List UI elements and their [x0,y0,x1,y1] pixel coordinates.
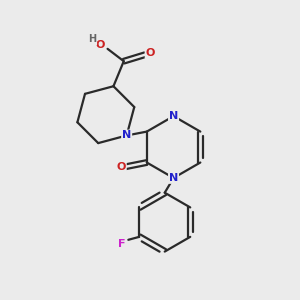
Text: N: N [169,111,178,121]
Text: F: F [118,238,125,249]
Text: O: O [116,162,126,172]
Text: H: H [88,34,96,44]
Text: N: N [169,173,178,183]
Text: O: O [146,48,155,58]
Text: N: N [122,130,131,140]
Text: O: O [95,40,105,50]
